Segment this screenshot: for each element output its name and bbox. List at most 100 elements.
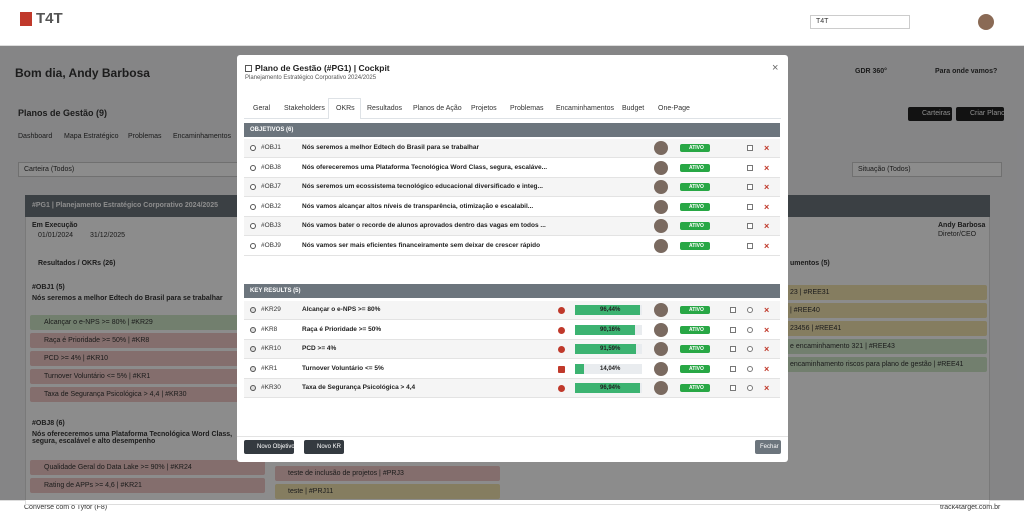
nav-item[interactable]: GDR 360° — [855, 68, 887, 75]
status-text: ATIVO — [689, 184, 704, 190]
referral-item — [775, 303, 987, 318]
logo-icon — [20, 12, 32, 26]
delete-icon[interactable]: × — [764, 383, 770, 393]
button-label[interactable]: Carteiras — [922, 110, 951, 117]
status: Em Execução — [32, 222, 78, 229]
objective-code: #OBJ2 — [261, 202, 281, 210]
kr-icon — [250, 346, 256, 352]
org-name: T4T — [816, 18, 829, 25]
tab[interactable]: OKRs — [336, 105, 355, 112]
kr-indicator — [558, 307, 565, 314]
button-label[interactable]: Novo KR — [317, 444, 342, 450]
button[interactable] — [755, 440, 781, 454]
delete-icon[interactable]: × — [764, 363, 770, 374]
kr-item — [30, 369, 265, 384]
avatar — [654, 361, 668, 376]
kr-item-text: Rating de APPs >= 4,6 | #KR21 — [44, 482, 142, 489]
tab[interactable]: Dashboard — [18, 133, 53, 140]
objective-code: #OBJ9 — [261, 241, 281, 249]
logo: T4T — [36, 10, 63, 27]
status-badge — [680, 202, 710, 211]
status-text: ATIVO — [689, 307, 704, 313]
button[interactable] — [956, 107, 1004, 121]
delete-icon[interactable]: × — [764, 201, 770, 212]
kr-indicator — [558, 365, 565, 373]
tab-border — [244, 118, 781, 119]
kr-code: #KR10 — [261, 345, 281, 352]
row — [244, 177, 780, 197]
tab[interactable]: Encaminhamentos — [556, 105, 614, 112]
section-title: Resultados / OKRs (26) — [38, 260, 116, 267]
project-item — [275, 484, 500, 499]
tab[interactable]: Problemas — [128, 133, 162, 140]
tab[interactable]: Encaminhamentos — [173, 133, 231, 140]
row — [244, 138, 780, 158]
kr-icon — [250, 326, 256, 333]
tab[interactable]: Problemas — [510, 105, 544, 112]
project-text: teste de inclusão de projetos | #PRJ3 — [288, 470, 404, 477]
row — [244, 236, 780, 256]
status-badge — [680, 364, 710, 373]
org-select[interactable] — [810, 15, 910, 29]
filter[interactable] — [852, 162, 1002, 177]
kr-text: Taxa de Segurança Psicológica > 4,4 — [302, 384, 416, 391]
status-text: ATIVO — [689, 242, 704, 249]
status-badge — [680, 241, 710, 250]
avatar — [654, 219, 668, 233]
objective-icon — [250, 203, 256, 210]
progress-label: 96,44% — [600, 307, 621, 313]
greeting: Bom dia, Andy Barbosa — [15, 66, 150, 80]
avatar — [654, 303, 668, 317]
tab[interactable]: Planos de Ação — [413, 105, 462, 112]
chat-link[interactable]: Converse com o Tyfor (F8) — [24, 504, 108, 511]
delete-icon[interactable]: × — [764, 344, 770, 354]
progress-bar — [575, 324, 636, 335]
site-link[interactable]: track4target.com.br — [940, 504, 1001, 511]
tab[interactable]: Mapa Estratégico — [64, 133, 119, 140]
tab[interactable]: Budget — [622, 105, 645, 112]
info-icon — [747, 365, 753, 372]
button[interactable] — [908, 107, 952, 121]
delete-icon[interactable]: × — [764, 162, 770, 173]
delete-icon[interactable]: × — [764, 324, 770, 335]
delete-icon[interactable]: × — [764, 182, 770, 192]
button[interactable] — [244, 440, 294, 454]
section-header — [244, 284, 780, 298]
referral-text: encaminhamento riscos para plano de gest… — [790, 361, 964, 368]
referral-text: 23456 | #REE41 — [790, 325, 842, 332]
delete-icon[interactable]: × — [764, 240, 770, 251]
button-label[interactable]: Novo Objetivo — [257, 444, 295, 450]
kr-indicator — [558, 326, 565, 334]
delete-icon[interactable]: × — [764, 221, 770, 231]
tab[interactable]: Projetos — [471, 105, 497, 112]
tab[interactable]: Resultados — [367, 105, 403, 112]
referral-text: 23 | #REE31 — [790, 289, 830, 296]
referral-item — [775, 339, 987, 354]
tab[interactable]: One-Page — [658, 105, 690, 112]
kr-text: PCD >= 4% — [302, 345, 337, 352]
delete-icon[interactable]: × — [764, 305, 770, 315]
tab[interactable]: Stakeholders — [284, 105, 325, 112]
user-avatar[interactable] — [978, 14, 994, 30]
kr-item-text: Raça é Prioridade >= 50% | #KR8 — [44, 337, 150, 344]
avatar — [654, 322, 668, 337]
objective-code: #OBJ8 — [261, 163, 281, 171]
progress-label: 14,04% — [600, 365, 621, 372]
tab[interactable]: Geral — [253, 105, 271, 112]
close-icon[interactable]: × — [772, 62, 779, 74]
button[interactable] — [304, 440, 344, 454]
kr-indicator — [558, 346, 565, 353]
status-badge — [680, 345, 710, 353]
avatar — [654, 238, 668, 253]
kr-text: Alcançar o e-NPS >= 80% — [302, 306, 381, 313]
delete-icon[interactable]: × — [764, 143, 770, 153]
button-label[interactable]: Criar Plano — [970, 110, 1006, 117]
section-title: umentos (5) — [790, 260, 830, 267]
objective-text: Nós seremos um ecossistema tecnológico e… — [302, 183, 543, 190]
edit-icon — [730, 307, 736, 313]
objective-text: Nós seremos a melhor Edtech do Brasil pa… — [32, 295, 223, 302]
edit-icon — [747, 164, 753, 171]
nav-item[interactable]: Para onde vamos? — [935, 68, 998, 75]
button-label[interactable]: Fechar — [760, 444, 779, 450]
info-icon — [747, 326, 753, 333]
